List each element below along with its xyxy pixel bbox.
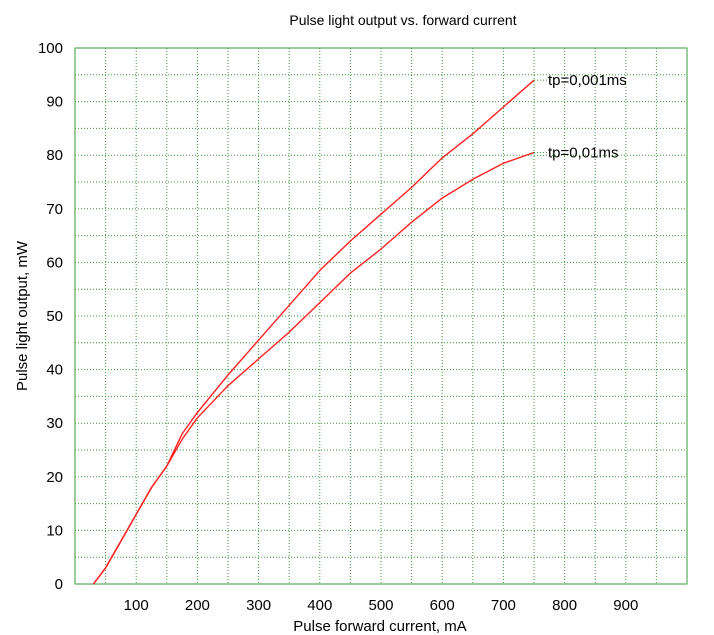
x-tick-label: 400 bbox=[307, 597, 332, 614]
x-tick-label: 900 bbox=[613, 597, 638, 614]
y-axis-label: Pulse light output, mW bbox=[14, 240, 31, 391]
y-tick-label: 30 bbox=[46, 415, 63, 432]
x-tick-label: 800 bbox=[552, 597, 577, 614]
x-axis-ticks: 100 200 300 400 500 600 700 800 900 bbox=[124, 597, 639, 614]
series-group bbox=[92, 79, 535, 585]
y-tick-label: 100 bbox=[38, 40, 63, 57]
y-tick-label: 60 bbox=[46, 254, 63, 271]
y-axis-ticks: 0 10 20 30 40 50 60 70 80 90 100 bbox=[38, 40, 63, 593]
y-tick-label: 20 bbox=[46, 469, 63, 486]
y-tick-label: 80 bbox=[46, 147, 63, 164]
x-tick-label: 200 bbox=[185, 597, 210, 614]
y-tick-label: 40 bbox=[46, 362, 63, 379]
y-tick-label: 70 bbox=[46, 201, 63, 218]
x-tick-label: 300 bbox=[246, 597, 271, 614]
series-line-1 bbox=[92, 79, 535, 585]
series-line-2 bbox=[92, 151, 535, 585]
series-labels: tp=0,001ms tp=0,01ms bbox=[534, 72, 627, 162]
grid bbox=[75, 48, 687, 584]
y-tick-label: 90 bbox=[46, 94, 63, 111]
x-tick-label: 600 bbox=[430, 597, 455, 614]
chart-title: Pulse light output vs. forward current bbox=[289, 12, 516, 28]
y-tick-label: 0 bbox=[55, 576, 63, 593]
series-label: tp=0,01ms bbox=[548, 145, 618, 162]
series-label: tp=0,001ms bbox=[548, 72, 627, 89]
y-tick-label: 10 bbox=[46, 522, 63, 539]
x-tick-label: 500 bbox=[368, 597, 393, 614]
x-tick-label: 700 bbox=[491, 597, 516, 614]
x-tick-label: 100 bbox=[124, 597, 149, 614]
plot-frame bbox=[74, 47, 688, 585]
y-tick-label: 50 bbox=[46, 308, 63, 325]
x-axis-label: Pulse forward current, mA bbox=[293, 618, 466, 635]
